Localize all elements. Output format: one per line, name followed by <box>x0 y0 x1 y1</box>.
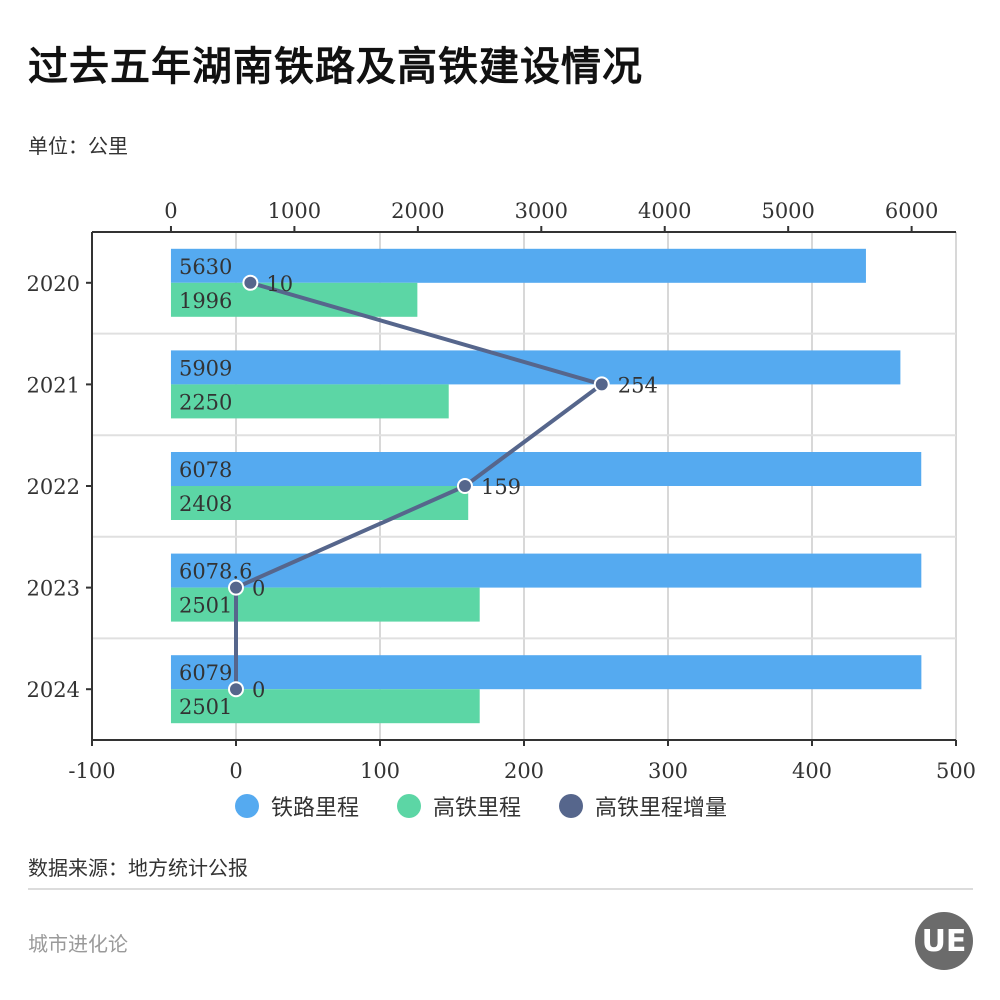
bottom-axis-tick-label: 300 <box>648 759 688 780</box>
bar-railway <box>170 452 922 486</box>
legend-marker-railway <box>235 794 259 818</box>
point-label-hsr-increment: 0 <box>252 678 265 702</box>
bar-railway <box>170 553 922 588</box>
point-label-hsr-increment: 0 <box>252 577 265 601</box>
top-axis-tick-label: 1000 <box>268 199 321 223</box>
bar-label-railway: 5909 <box>179 356 232 380</box>
bar-label-hsr: 2408 <box>179 492 232 516</box>
top-axis-tick-label: 0 <box>164 199 177 223</box>
point-hsr-increment <box>593 376 610 393</box>
bottom-axis-tick-label: 500 <box>936 759 976 780</box>
source-note: 数据来源：地方统计公报 <box>28 856 248 880</box>
bar-label-hsr: 2501 <box>179 695 232 719</box>
y-axis-tick-label: 2024 <box>27 678 80 702</box>
point-hsr-increment <box>242 274 259 291</box>
brand-logo: UE <box>915 912 973 970</box>
point-label-hsr-increment: 10 <box>266 272 293 296</box>
y-axis-tick-label: 2021 <box>27 373 80 397</box>
point-hsr-increment <box>228 681 244 698</box>
unit-label: 单位：公里 <box>28 134 128 158</box>
chart-title: 过去五年湖南铁路及高铁建设情况 <box>28 44 643 90</box>
bottom-axis-tick-label: 400 <box>792 759 832 780</box>
point-label-hsr-increment: 254 <box>618 373 658 397</box>
legend-marker-hsr-increment <box>559 794 584 818</box>
bar-label-hsr: 1996 <box>179 289 232 313</box>
bar-label-hsr: 2250 <box>179 390 232 414</box>
top-axis-tick-label: 5000 <box>761 199 814 223</box>
top-axis-tick-label: 3000 <box>515 199 568 223</box>
legend-item-railway[interactable]: 铁路里程 <box>235 790 359 822</box>
bar-label-hsr: 2501 <box>179 594 232 618</box>
bar-label-railway: 5630 <box>179 255 232 279</box>
bar-railway <box>170 248 866 283</box>
y-axis-tick-label: 2022 <box>27 475 80 499</box>
chart: 0 1000 2000 3000 4000 5000 6000-100 0 100 200 300 4… <box>27 199 977 780</box>
bar-railway <box>170 350 901 385</box>
bottom-axis-tick-label: 100 <box>360 759 400 780</box>
bar-hsr <box>170 384 449 419</box>
legend: 铁路里程 高铁里程 高铁里程增量 <box>235 790 727 822</box>
top-axis-tick-label: 6000 <box>885 199 938 223</box>
point-label-hsr-increment: 159 <box>481 475 521 499</box>
legend-label-hsr: 高铁里程 <box>433 796 522 821</box>
y-axis-tick-label: 2023 <box>27 577 80 601</box>
bar-label-railway: 6078 <box>179 458 232 482</box>
top-axis-tick-label: 2000 <box>391 199 444 223</box>
bottom-axis-tick-label: 0 <box>229 759 242 780</box>
legend-label-railway: 铁路里程 <box>271 796 360 821</box>
legend-item-hsr-increment[interactable]: 高铁里程增量 <box>559 790 727 822</box>
bottom-axis-tick-label: 200 <box>504 759 544 780</box>
bottom-axis-tick-label: -100 <box>68 759 115 780</box>
bar-railway <box>170 655 922 690</box>
bar-hsr <box>170 689 480 724</box>
footer-divider <box>28 888 973 890</box>
top-axis-tick-label: 4000 <box>638 199 691 223</box>
bar-hsr <box>170 486 469 520</box>
legend-item-hsr[interactable]: 高铁里程 <box>397 790 521 822</box>
point-hsr-increment <box>228 579 244 596</box>
legend-label-hsr-increment: 高铁里程增量 <box>595 796 728 821</box>
legend-marker-hsr <box>397 794 422 818</box>
bar-hsr <box>170 587 480 622</box>
bar-label-railway: 6078.6 <box>179 560 252 584</box>
bar-hsr <box>170 282 418 317</box>
brand-name: 城市进化论 <box>28 932 128 956</box>
point-hsr-increment <box>456 478 473 494</box>
bar-label-railway: 6079 <box>179 661 232 685</box>
y-axis-tick-label: 2020 <box>27 272 80 296</box>
